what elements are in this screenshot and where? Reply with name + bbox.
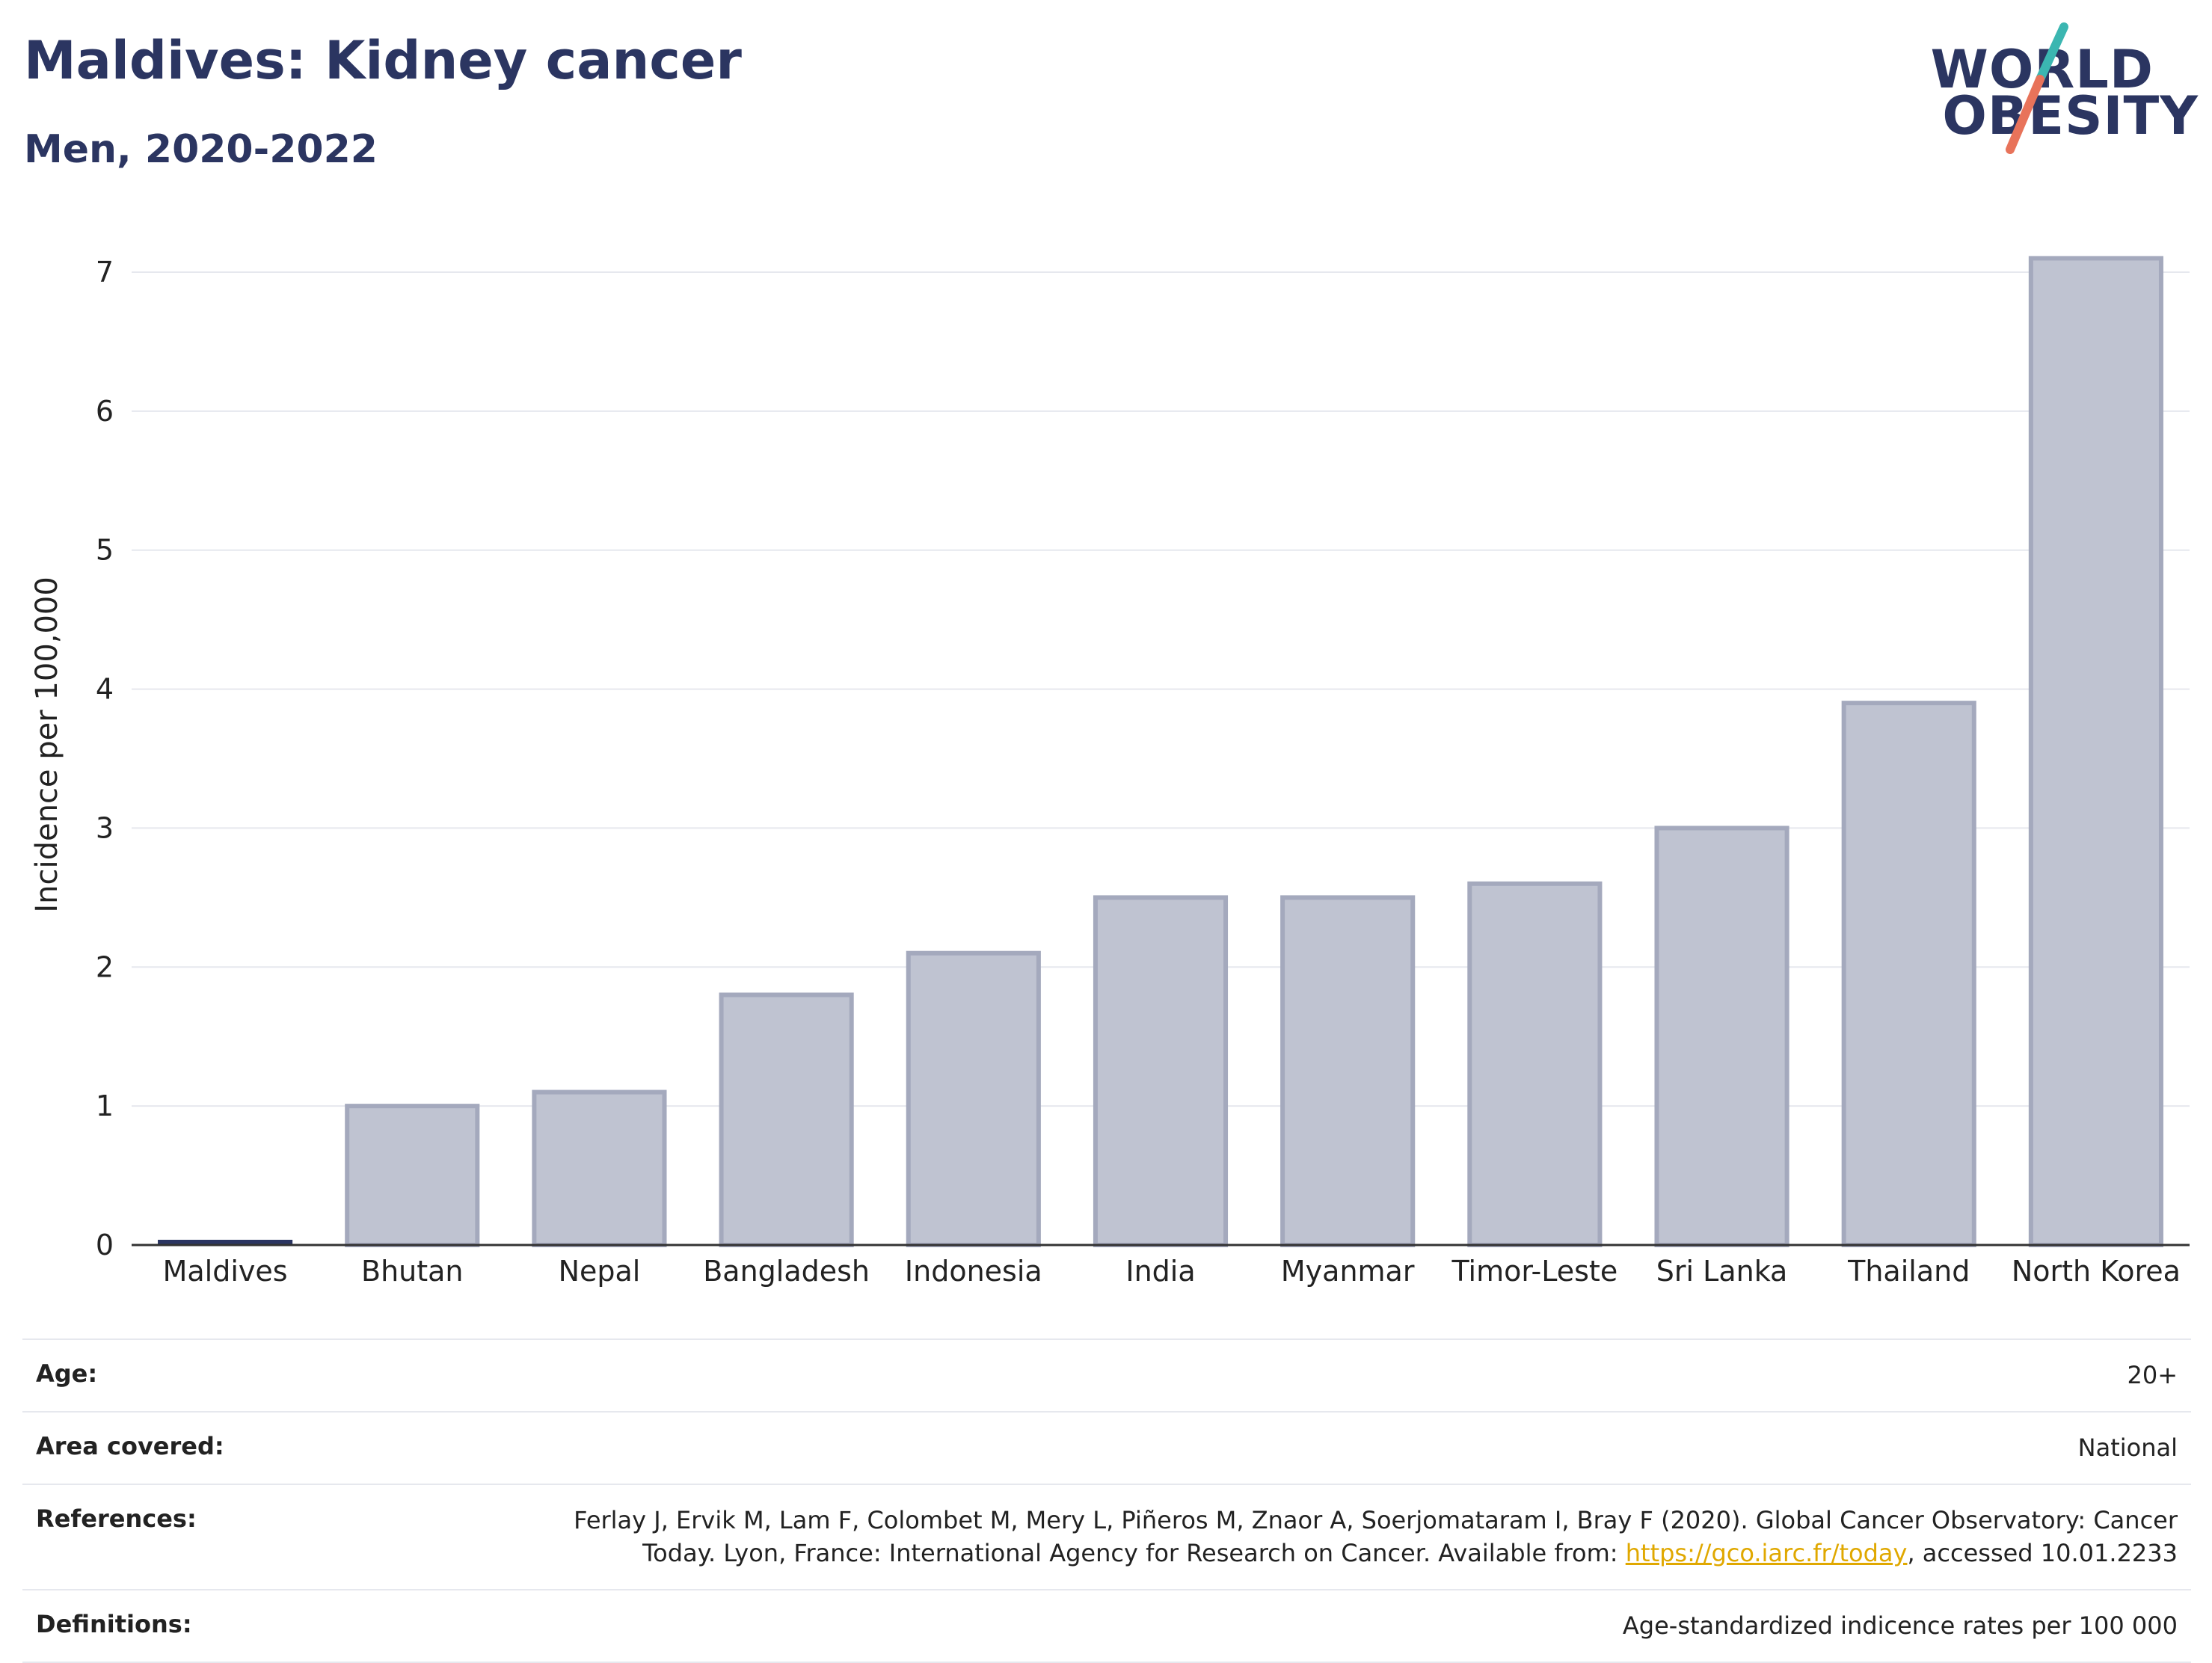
definitions-value: Age-standardized indicence rates per 100… [1622, 1611, 2178, 1640]
page-subtitle: Men, 2020-2022 [24, 127, 378, 172]
area-value: National [2077, 1433, 2178, 1463]
area-label: Area covered: [36, 1432, 224, 1461]
age-value: 20+ [2127, 1361, 2178, 1389]
bar-myanmar [1280, 895, 1416, 1247]
meta-row-area: Area covered: National [22, 1411, 2191, 1484]
bar-bhutan [345, 1104, 480, 1247]
metadata-table: Age: 20+ Area covered: National Referenc… [22, 1338, 2191, 1663]
x-tick-label: Myanmar [1281, 1255, 1415, 1288]
references-line2-post: , accessed 10.01.2233 [1907, 1538, 2178, 1567]
world-obesity-logo: WORLD OBESITY [1931, 21, 2199, 156]
y-axis-label: Incidence per 100,000 [30, 577, 64, 913]
y-tick-label: 7 [96, 256, 114, 289]
x-tick-label: Timor-Leste [1451, 1255, 1617, 1288]
x-tick-label: Bangladesh [703, 1255, 870, 1288]
bar-indonesia [906, 950, 1041, 1247]
y-tick-label: 4 [96, 673, 114, 706]
logo-slash-icon [2006, 22, 2068, 154]
references-label: References: [36, 1504, 197, 1534]
page-title: Maldives: Kidney cancer [24, 30, 742, 91]
x-tick-label: Sri Lanka [1656, 1255, 1788, 1288]
meta-row-references: References: Ferlay J, Ervik M, Lam F, Co… [22, 1484, 2191, 1588]
x-tick-label: India [1125, 1255, 1195, 1288]
logo-text-obesity: OBESITY [1942, 85, 2199, 147]
bar-north-korea [2028, 256, 2163, 1247]
x-axis-ticks: Maldives Bhutan Nepal Bangladesh Indonesia In… [163, 1255, 2181, 1288]
y-tick-label: 3 [96, 811, 114, 844]
age-label: Age: [36, 1359, 98, 1388]
bar-timor-leste [1467, 881, 1603, 1247]
y-tick-label: 2 [96, 950, 114, 983]
y-axis-ticks: 0 1 2 3 4 5 6 7 [96, 256, 114, 1261]
y-tick-label: 6 [96, 395, 114, 428]
bar-india [1093, 895, 1229, 1247]
references-value: Ferlay J, Ervik M, Lam F, Colombet M, Me… [574, 1504, 2178, 1569]
bar-thailand [1841, 701, 1976, 1247]
meta-row-age: Age: 20+ [22, 1338, 2191, 1411]
y-tick-label: 5 [96, 534, 114, 567]
x-tick-label: Indonesia [905, 1255, 1042, 1288]
references-line1: Ferlay J, Ervik M, Lam F, Colombet M, Me… [574, 1506, 2178, 1535]
y-tick-label: 0 [96, 1229, 114, 1261]
x-tick-label: Nepal [559, 1255, 641, 1288]
bar-sri-lanka [1654, 826, 1789, 1247]
bar-bangladesh [719, 992, 854, 1247]
bar-chart: 0 1 2 3 4 5 6 7 Maldives Bhutan Nepal Bangladesh In… [30, 256, 2190, 1288]
references-line2-pre: Today. Lyon, France: International Agenc… [642, 1538, 1626, 1567]
x-tick-label: Maldives [163, 1255, 288, 1288]
x-tick-label: Thailand [1847, 1255, 1970, 1288]
y-tick-label: 1 [96, 1089, 114, 1122]
bar-nepal [532, 1089, 667, 1247]
definitions-label: Definitions: [36, 1609, 192, 1638]
references-link[interactable]: https://gco.iarc.fr/today [1625, 1538, 1908, 1567]
x-tick-label: North Korea [2012, 1255, 2181, 1288]
meta-row-definitions: Definitions: Age-standardized indicence … [22, 1588, 2191, 1663]
x-tick-label: Bhutan [361, 1255, 464, 1288]
bar-maldives [158, 1240, 293, 1245]
bars [158, 256, 2163, 1247]
